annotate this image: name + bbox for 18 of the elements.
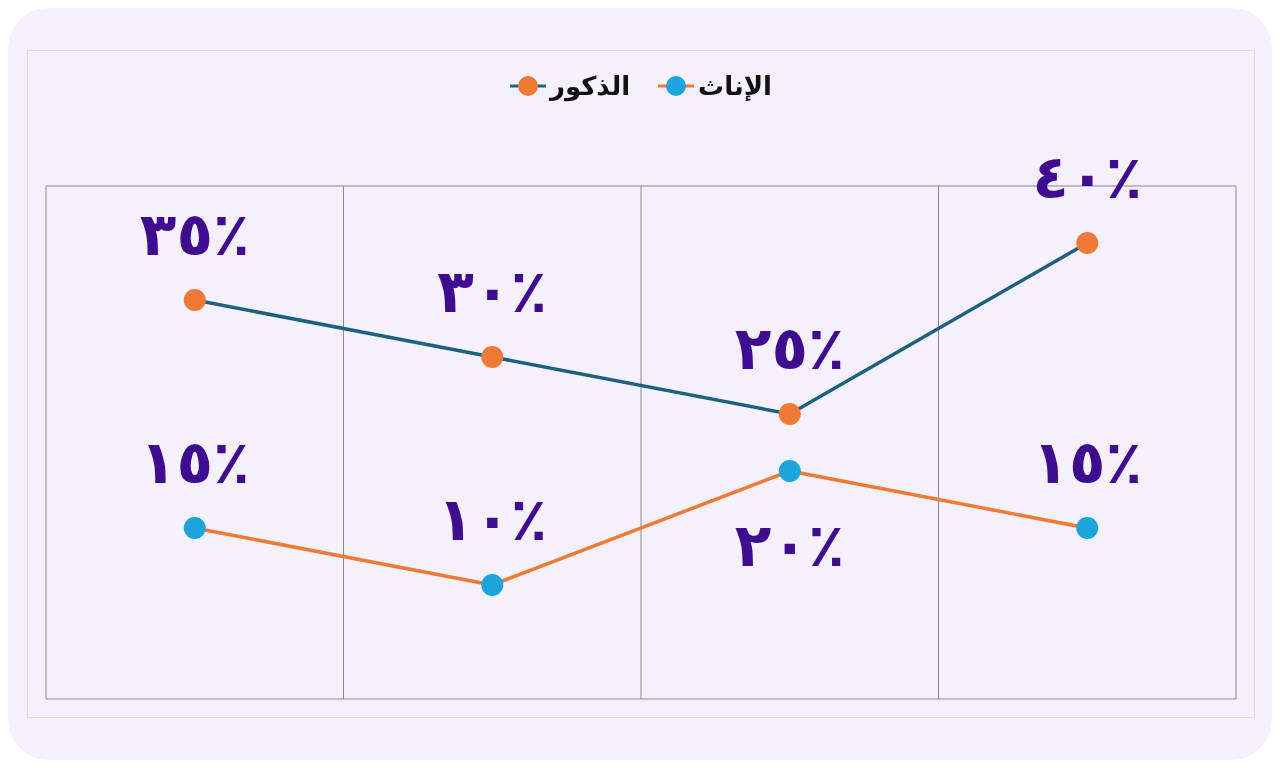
point [183,517,206,539]
point [778,403,801,425]
data-label: ٣٥٪ [139,199,250,269]
point [1076,517,1099,539]
legend-label: الإناث [698,71,773,101]
point [481,574,504,596]
point [1076,232,1099,254]
data-label: ٢٥٪ [734,313,845,383]
data-label: ٤٠٪ [1032,142,1143,212]
data-label: ١٥٪ [1032,427,1143,497]
data-label: ٢٠٪ [734,510,845,580]
data-label: ٣٠٪ [437,256,548,326]
data-label: ١٠٪ [437,484,548,554]
point [481,346,504,368]
legend-label: الذكور [549,71,631,101]
data-label: ١٥٪ [139,427,250,497]
point [778,460,801,482]
point [183,289,206,311]
